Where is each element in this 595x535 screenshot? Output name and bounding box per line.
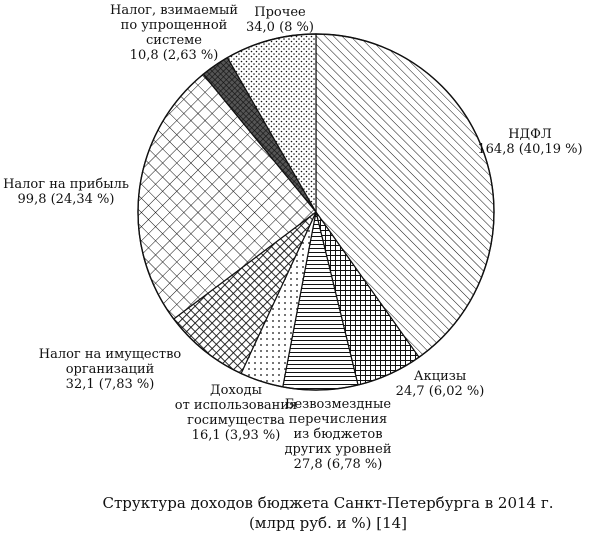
slice-label-7: Налог, взимаемый по упрощенной системе 10,8… (110, 3, 238, 63)
slice-label-4: Доходы от использования госимущества 16,1 (… (175, 383, 297, 443)
slice-label-6: Налог на прибыль 99,8 (24,34 %) (3, 177, 129, 207)
slice-label-3: Безвозмездные перечисления из бюджетов друг… (284, 397, 391, 472)
slice-label-1: НДФЛ 164,8 (40,19 %) (477, 127, 582, 157)
slice-label-5: Налог на имущество организаций 32,1 (7,83 … (39, 347, 182, 392)
pie-slices (137, 33, 495, 391)
pie-outline (137, 33, 495, 391)
slice-label-8: Прочее 34,0 (8 %) (246, 5, 314, 35)
chart-caption-line-1: Структура доходов бюджета Санкт-Петербур… (103, 494, 554, 512)
chart-caption-line-2: (млрд руб. и %) [14] (249, 514, 407, 532)
slice-label-2: Акцизы 24,7 (6,02 %) (396, 369, 485, 399)
slice-labels: НДФЛ 164,8 (40,19 %) Акцизы 24,7 (6,02 %)Бе… (3, 3, 583, 472)
